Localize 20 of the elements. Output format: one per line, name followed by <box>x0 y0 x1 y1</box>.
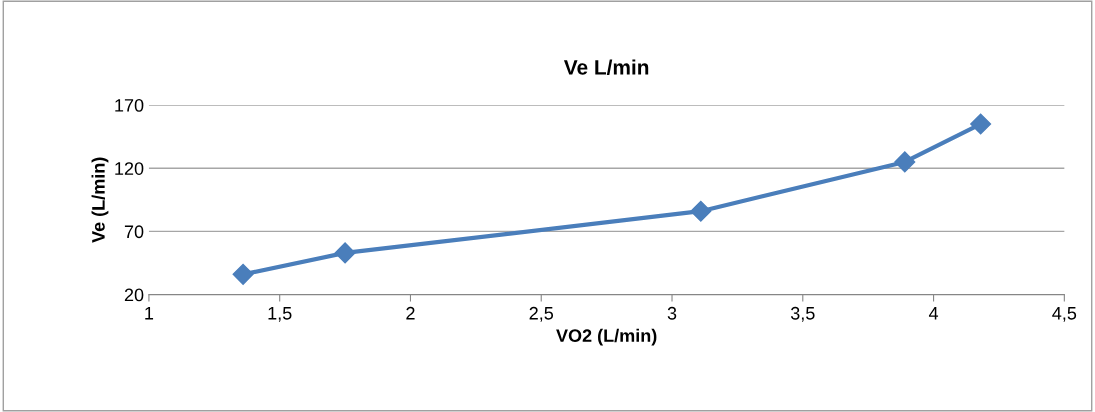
point <box>232 263 254 285</box>
y-tick-label: 70 <box>124 225 144 239</box>
point <box>690 200 712 222</box>
x-tick-label: 3 <box>667 306 677 320</box>
x-tick-label: 4,5 <box>1052 307 1077 322</box>
y-axis-title: Ve (L/min) <box>91 157 109 243</box>
x-axis-title: VO2 (L/min) <box>556 328 657 346</box>
x-tick-label: 2,5 <box>529 306 554 322</box>
chart-title: Ve L/min <box>563 59 649 75</box>
point <box>970 113 992 135</box>
x-tick-label: 1 <box>145 307 154 320</box>
point <box>334 242 356 264</box>
y-tick-label: 20 <box>124 288 144 302</box>
x-tick-label: 1,5 <box>268 307 292 322</box>
x-tick-label: 4 <box>928 307 939 320</box>
x-tick-label: 2 <box>406 306 415 320</box>
x-tick-label: 3,5 <box>790 306 815 322</box>
y-tick-label: 170 <box>115 98 144 112</box>
y-tick-label: 120 <box>115 162 144 175</box>
point <box>894 151 916 173</box>
